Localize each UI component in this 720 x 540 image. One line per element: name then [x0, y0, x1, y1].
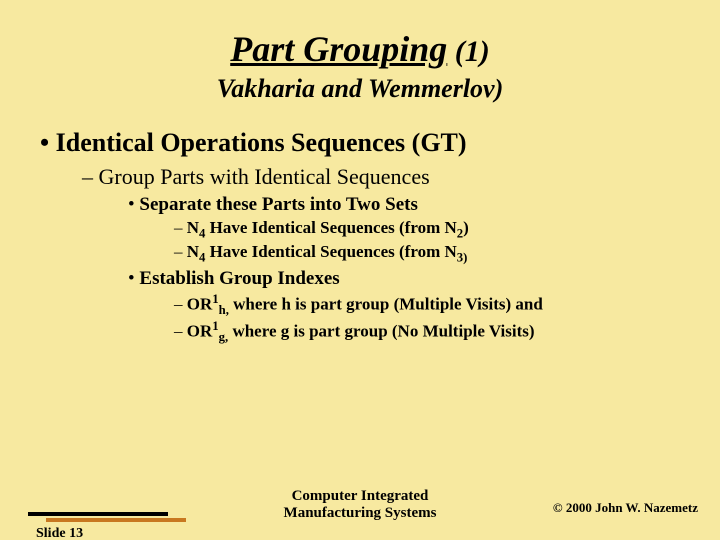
text: OR [187, 321, 213, 340]
text: OR [187, 294, 213, 313]
text: where h is part group (Multiple Visits) … [229, 294, 543, 313]
slide: Part Grouping (1) Vakharia and Wemmerlov… [0, 0, 720, 540]
subscript: h, [219, 303, 229, 317]
bullet-lvl1: Identical Operations Sequences (GT) [40, 128, 690, 158]
text: where g is part group (No Multiple Visit… [228, 321, 534, 340]
bullet-lvl3: Establish Group Indexes [40, 268, 690, 290]
title-main: Part Grouping [230, 29, 447, 69]
bullet-lvl2: Group Parts with Identical Sequences [40, 164, 690, 190]
bar-black [28, 512, 168, 516]
subscript: g, [219, 330, 229, 344]
text: Have Identical Sequences (from N [205, 242, 456, 261]
slide-number: Slide 13 [36, 526, 83, 540]
copyright: © 2000 John W. Nazemetz [553, 500, 698, 516]
text: Manufacturing Systems [284, 505, 437, 521]
subscript: 3) [457, 251, 468, 265]
content-area: Identical Operations Sequences (GT) Grou… [0, 128, 720, 345]
bar-orange [46, 518, 186, 522]
bullet-lvl4: – OR1g, where g is part group (No Multip… [40, 319, 690, 345]
text: N [187, 218, 199, 237]
text: ) [463, 218, 469, 237]
title-paren: (1) [447, 35, 489, 68]
footer-center-title: Computer Integrated Manufacturing System… [284, 488, 437, 523]
text: N [187, 242, 199, 261]
bullet-lvl3: Separate these Parts into Two Sets [40, 194, 690, 216]
slide-number-group: Slide 13 [28, 512, 168, 522]
footer: Slide 13 Computer Integrated Manufacturi… [0, 472, 720, 522]
bullet-lvl4: – OR1h, where h is part group (Multiple … [40, 292, 690, 318]
slide-title: Part Grouping (1) [0, 0, 720, 70]
bullet-lvl4: – N4 Have Identical Sequences (from N3) [40, 242, 690, 265]
text: Have Identical Sequences (from N [205, 218, 456, 237]
slide-subtitle: Vakharia and Wemmerlov) [0, 74, 720, 104]
bullet-lvl4: – N4 Have Identical Sequences (from N2) [40, 218, 690, 241]
text: Computer Integrated [292, 488, 429, 504]
